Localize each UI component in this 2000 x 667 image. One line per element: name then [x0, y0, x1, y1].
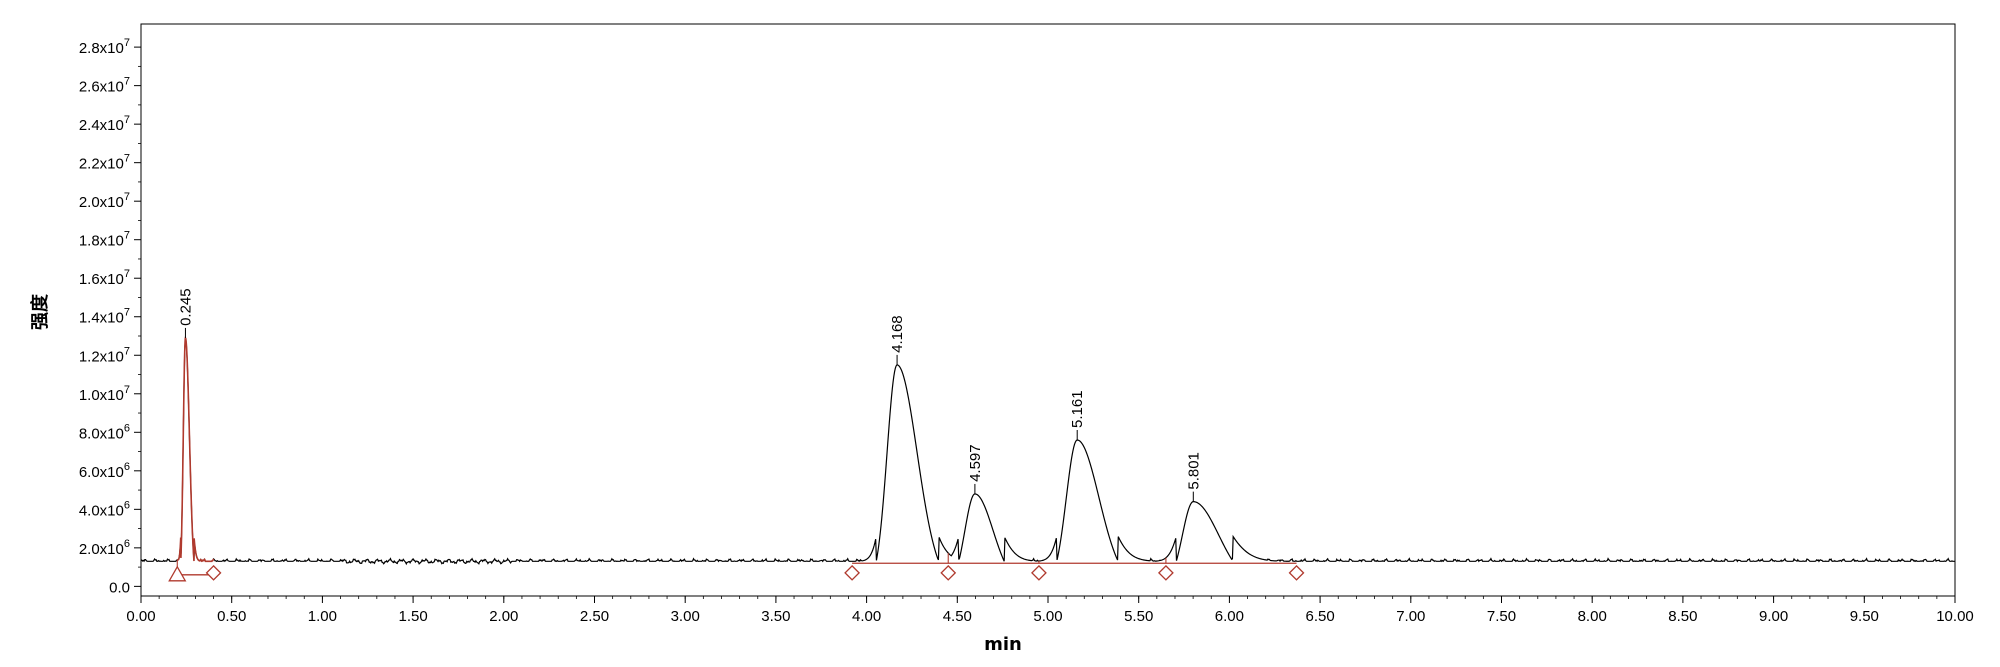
y-tick-label: 1.2x107	[79, 345, 130, 365]
x-axis-title: min	[984, 634, 1022, 655]
integration-start-marker	[168, 565, 187, 582]
y-tick-label: 0.0	[109, 579, 130, 596]
peak-retention-label: 0.245	[177, 288, 194, 326]
peak-label-layer: 0.245 4.168 4.597 5.161 5.801	[177, 288, 1202, 502]
trace-layer	[140, 335, 1955, 566]
y-tick-label: 6.0x106	[79, 461, 130, 481]
x-tick-label: 7.50	[1487, 608, 1516, 625]
integration-layer	[168, 553, 1305, 582]
y-tick-label: 1.0x107	[79, 384, 130, 404]
peak-retention-label: 4.597	[967, 444, 984, 482]
x-tick-label: 1.00	[308, 608, 337, 625]
y-tick-label: 2.0x106	[79, 538, 130, 558]
axes-group: 0.00 0.50 1.00 1.50 2.00 2.50 3.00 3.50 4.00 4.50…	[79, 23, 1974, 625]
x-tick-label: 1.50	[398, 608, 427, 625]
y-axis-title: 强度	[29, 293, 51, 330]
y-tick-label: 2.6x107	[79, 76, 130, 96]
y-tick-label: 1.8x107	[79, 230, 130, 250]
plot-frame	[140, 23, 1956, 597]
y-tick-label: 1.6x107	[79, 268, 130, 288]
x-tick-label: 4.00	[852, 608, 881, 625]
integration-boundary-marker	[1157, 564, 1174, 581]
highlighted-peak-trace	[176, 335, 215, 563]
integration-boundary-marker	[940, 564, 957, 581]
x-tick-label: 3.00	[671, 608, 700, 625]
x-tick-label: 9.50	[1850, 608, 1879, 625]
y-tick-label: 1.4x107	[79, 307, 130, 327]
y-tick-label: 2.2x107	[79, 153, 130, 173]
x-tick-label: 5.50	[1124, 608, 1153, 625]
y-tick-label: 4.0x106	[79, 499, 130, 519]
y-tick-label: 2.4x107	[79, 114, 130, 134]
y-tick-label: 8.0x106	[79, 422, 130, 442]
x-tick-label: 10.00	[1936, 608, 1974, 625]
peak-retention-label: 5.161	[1069, 390, 1086, 428]
x-tick-label: 6.50	[1305, 608, 1334, 625]
peak-retention-label: 4.168	[889, 315, 906, 353]
x-tick-label: 9.00	[1759, 608, 1788, 625]
x-tick-label: 0.50	[217, 608, 246, 625]
integration-boundary-marker	[205, 564, 222, 581]
x-tick-label: 6.00	[1215, 608, 1244, 625]
x-tick-label: 2.00	[489, 608, 518, 625]
y-tick-label: 2.8x107	[79, 37, 130, 57]
x-tick-label: 8.50	[1668, 608, 1697, 625]
x-tick-label: 8.00	[1578, 608, 1607, 625]
x-tick-label: 5.00	[1033, 608, 1062, 625]
x-tick-label: 2.50	[580, 608, 609, 625]
integration-boundary-marker	[844, 564, 861, 581]
x-tick-label: 3.50	[761, 608, 790, 625]
peak-retention-label: 5.801	[1185, 452, 1202, 490]
x-tick-label: 0.00	[126, 608, 155, 625]
integration-boundary-marker	[1288, 564, 1305, 581]
y-tick-label: 2.0x107	[79, 191, 130, 211]
x-tick-label: 7.00	[1396, 608, 1425, 625]
integration-boundary-marker	[1031, 564, 1047, 581]
x-tick-label: 4.50	[943, 608, 972, 625]
chromatogram-trace	[140, 338, 1955, 566]
